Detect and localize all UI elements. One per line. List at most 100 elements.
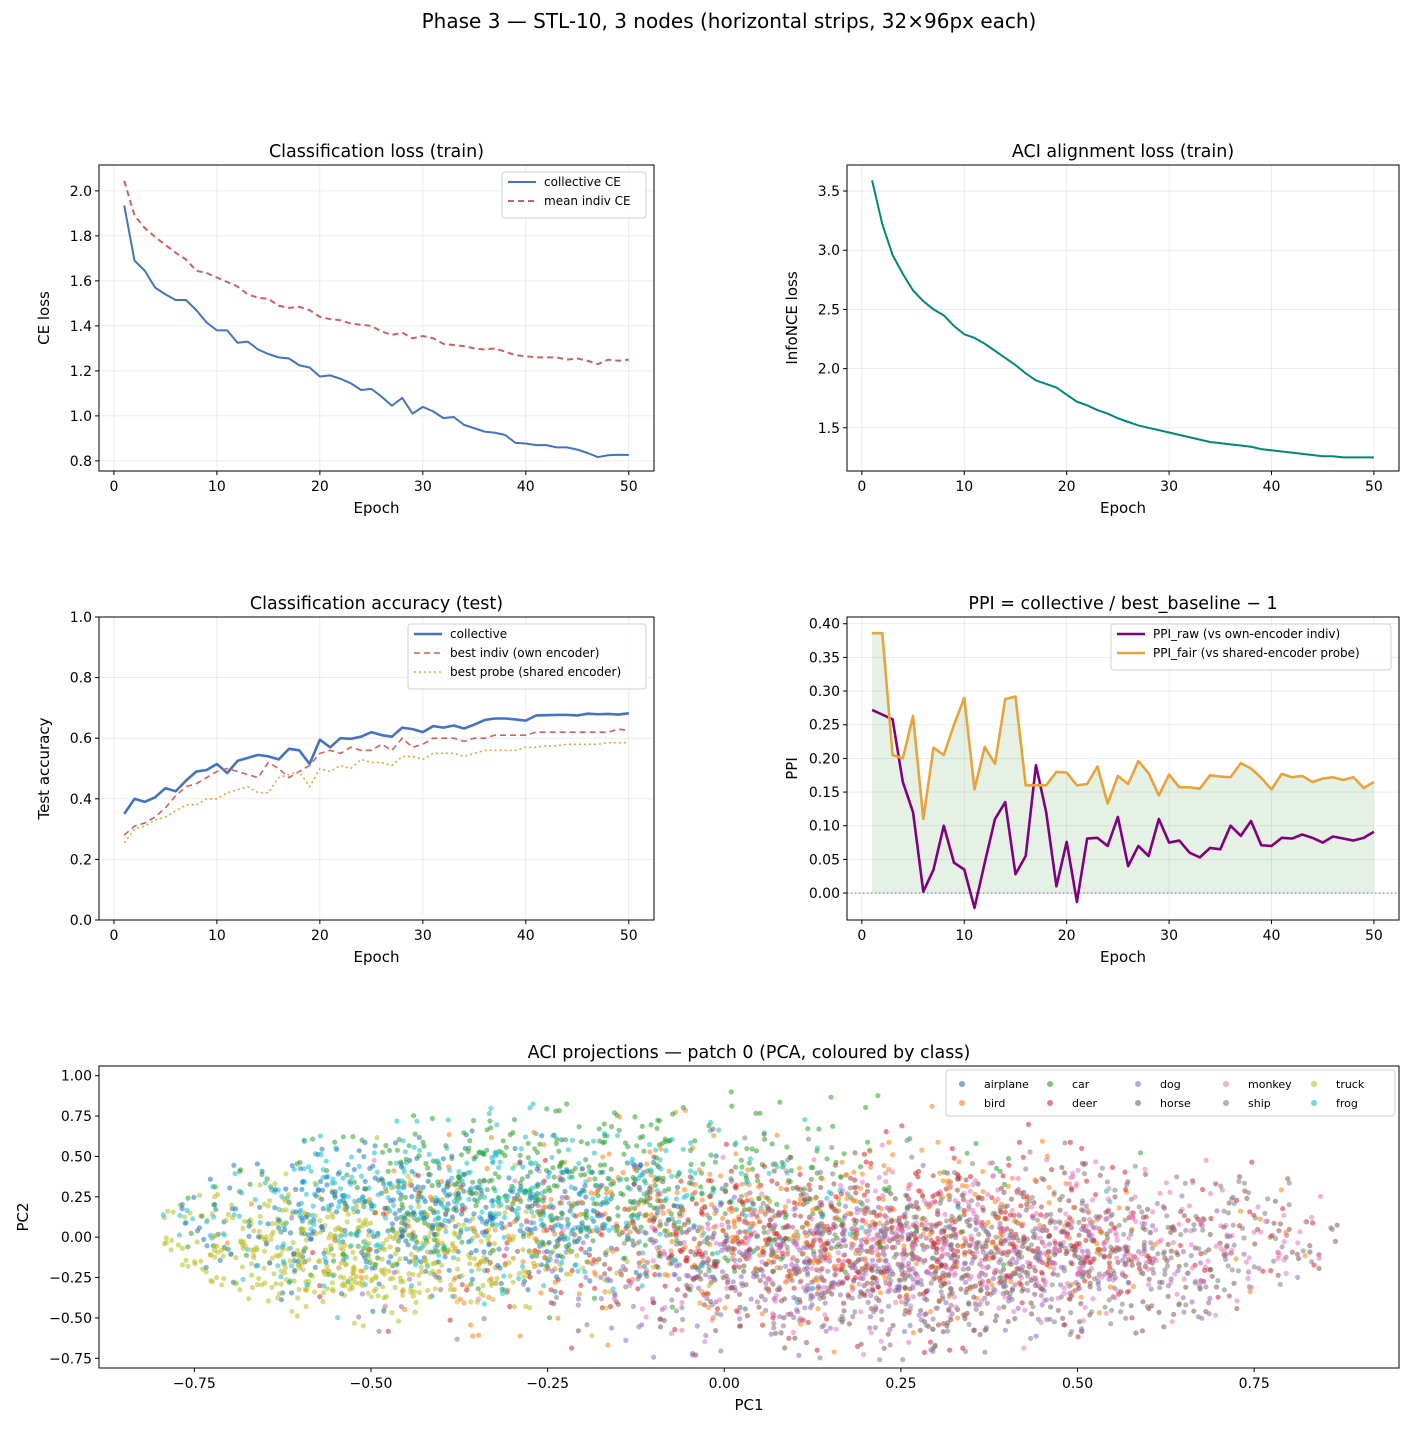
scatter-point [1157, 1285, 1163, 1291]
scatter-point [401, 1169, 407, 1175]
scatter-point [592, 1272, 599, 1278]
scatter-point [990, 1251, 997, 1257]
scatter-point [436, 1268, 442, 1274]
scatter-point [719, 1222, 725, 1228]
scatter-point [1062, 1322, 1068, 1328]
scatter-point [901, 1243, 907, 1249]
scatter-point [823, 1328, 829, 1334]
scatter-point [1234, 1298, 1240, 1304]
scatter-point [256, 1275, 262, 1282]
x-tick-label: 30 [1160, 928, 1178, 944]
scatter-point [630, 1242, 637, 1248]
scatter-point [460, 1171, 466, 1177]
scatter-point [503, 1144, 509, 1150]
scatter-point [1198, 1251, 1204, 1257]
scatter-point [978, 1310, 984, 1316]
scatter-point [914, 1204, 920, 1210]
scatter-point [356, 1217, 362, 1223]
scatter-point [533, 1253, 540, 1259]
scatter-point [435, 1226, 441, 1232]
scatter-point [590, 1208, 596, 1214]
scatter-point [698, 1184, 704, 1190]
scatter-point [532, 1146, 538, 1152]
scatter-point [723, 1141, 730, 1147]
scatter-point [1192, 1280, 1198, 1286]
scatter-point [930, 1326, 936, 1332]
scatter-point [257, 1213, 263, 1219]
x-axis-label: PC1 [734, 1396, 763, 1414]
scatter-point [705, 1177, 712, 1184]
scatter-point [586, 1164, 592, 1170]
scatter-point [397, 1196, 404, 1202]
scatter-point [699, 1232, 705, 1239]
scatter-point [689, 1176, 695, 1182]
scatter-point [813, 1255, 819, 1261]
scatter-point [964, 1183, 970, 1189]
scatter-point [1183, 1227, 1189, 1233]
scatter-point [1143, 1259, 1149, 1266]
scatter-point [739, 1238, 745, 1245]
scatter-point [853, 1250, 859, 1256]
scatter-point [963, 1240, 969, 1246]
scatter-point [1049, 1282, 1055, 1288]
scatter-point [833, 1326, 839, 1332]
scatter-point [376, 1281, 382, 1287]
scatter-point [1221, 1224, 1227, 1230]
scatter-point [1023, 1166, 1029, 1172]
scatter-point [317, 1178, 324, 1185]
scatter-point [446, 1247, 452, 1253]
scatter-point [963, 1177, 969, 1183]
scatter-point [1008, 1272, 1015, 1279]
scatter-point [1015, 1305, 1021, 1311]
scatter-point [777, 1099, 783, 1105]
scatter-point [540, 1180, 546, 1186]
scatter-point [838, 1243, 844, 1249]
scatter-point [329, 1280, 335, 1286]
scatter-point [923, 1235, 929, 1241]
scatter-point [922, 1217, 928, 1223]
scatter-point [416, 1190, 422, 1196]
scatter-point [1265, 1196, 1271, 1202]
scatter-point [259, 1282, 265, 1288]
scatter-point [631, 1200, 637, 1206]
scatter-point [1163, 1180, 1170, 1186]
scatter-point [407, 1178, 413, 1184]
scatter-point [1049, 1259, 1055, 1265]
scatter-point [757, 1277, 763, 1284]
scatter-point [818, 1184, 824, 1190]
scatter-point [732, 1268, 738, 1274]
scatter-point [246, 1233, 252, 1239]
scatter-point [1285, 1176, 1291, 1182]
scatter-point [741, 1263, 747, 1269]
scatter-point [1102, 1304, 1108, 1310]
scatter-point [320, 1187, 326, 1193]
scatter-point [653, 1155, 660, 1161]
scatter-point [559, 1194, 565, 1201]
scatter-point [386, 1259, 392, 1265]
scatter-point [970, 1181, 976, 1188]
scatter-point [989, 1224, 995, 1230]
scatter-point [1224, 1244, 1230, 1250]
scatter-point [1108, 1249, 1114, 1256]
scatter-point [757, 1252, 763, 1258]
scatter-point [1112, 1275, 1118, 1281]
scatter-point [382, 1205, 388, 1211]
scatter-point [705, 1234, 711, 1240]
scatter-point [471, 1117, 477, 1124]
scatter-point [554, 1136, 560, 1142]
scatter-point [643, 1314, 649, 1320]
scatter-point [784, 1223, 791, 1229]
scatter-point [383, 1188, 389, 1194]
scatter-point [1137, 1150, 1144, 1156]
scatter-point [480, 1282, 486, 1289]
scatter-point [248, 1201, 254, 1207]
scatter-point [424, 1261, 430, 1267]
scatter-point [1028, 1335, 1034, 1341]
scatter-point [973, 1306, 979, 1312]
scatter-point [1271, 1258, 1277, 1264]
x-tick-label: 30 [414, 479, 432, 495]
scatter-point [214, 1243, 220, 1249]
scatter-point [1051, 1319, 1057, 1325]
scatter-point [666, 1217, 672, 1223]
scatter-point [842, 1213, 848, 1219]
